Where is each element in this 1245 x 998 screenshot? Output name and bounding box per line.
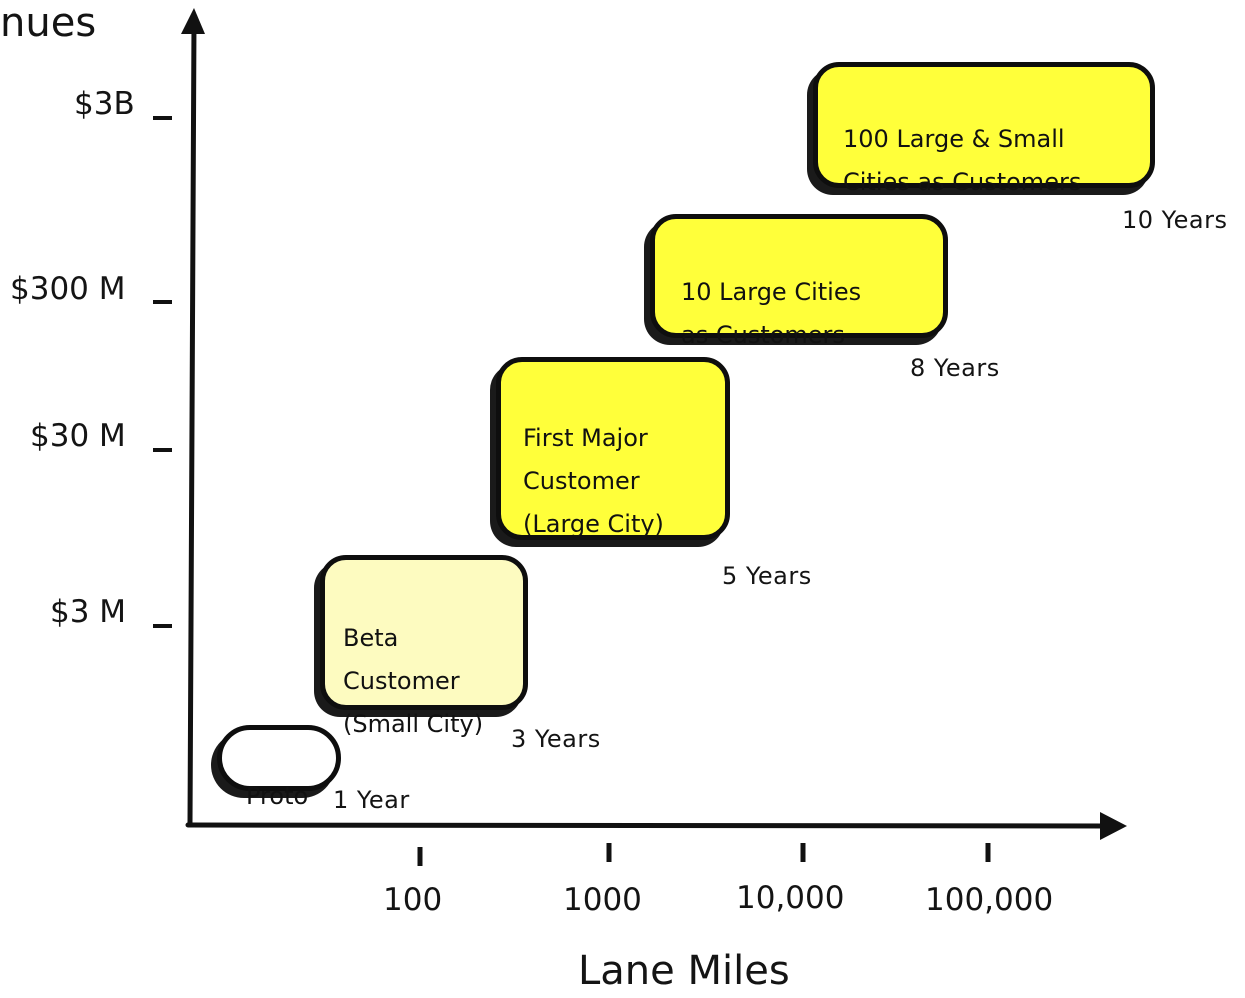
x-axis-arrowhead (1100, 812, 1127, 840)
x-axis-line (185, 822, 1111, 829)
milestone-label: First Major Customer (Large City) (523, 424, 664, 538)
milestone-label: 100 Large & Small Cities as Customers (843, 125, 1082, 196)
milestone-proto: Proto (217, 725, 341, 810)
milestone-first-major-customer: First Major Customer (Large City) (496, 357, 730, 540)
x-axis-title: Lane Miles (578, 948, 790, 994)
duration-label: 10 Years (1122, 206, 1228, 234)
duration-label: 5 Years (722, 562, 812, 590)
milestone-label: 10 Large Cities as Customers (681, 278, 862, 349)
y-tick-label: $300 M (10, 271, 126, 307)
y-axis-title: nues (0, 0, 97, 46)
duration-label: 8 Years (910, 354, 1000, 382)
y-tick-label: $3B (74, 86, 135, 122)
duration-label: 3 Years (511, 725, 601, 753)
x-tick-label: 100,000 (925, 882, 1054, 918)
x-tick-label: 100 (383, 882, 443, 918)
milestone-beta-customer: Beta Customer (Small City) (320, 555, 528, 738)
milestone-ten-large-cities: 10 Large Cities as Customers (650, 214, 948, 349)
milestone-label: Proto (246, 782, 309, 810)
milestone-label: Beta Customer (Small City) (343, 624, 484, 738)
y-axis-line (187, 19, 197, 826)
x-tick-label: 1000 (563, 882, 642, 918)
y-axis-arrowhead (181, 8, 205, 34)
y-tick-label: $30 M (30, 418, 126, 454)
y-tick-label: $3 M (50, 594, 127, 630)
duration-label: 1 Year (333, 786, 410, 814)
x-tick-label: 10,000 (736, 880, 845, 916)
milestone-hundred-cities: 100 Large & Small Cities as Customers (813, 62, 1155, 196)
